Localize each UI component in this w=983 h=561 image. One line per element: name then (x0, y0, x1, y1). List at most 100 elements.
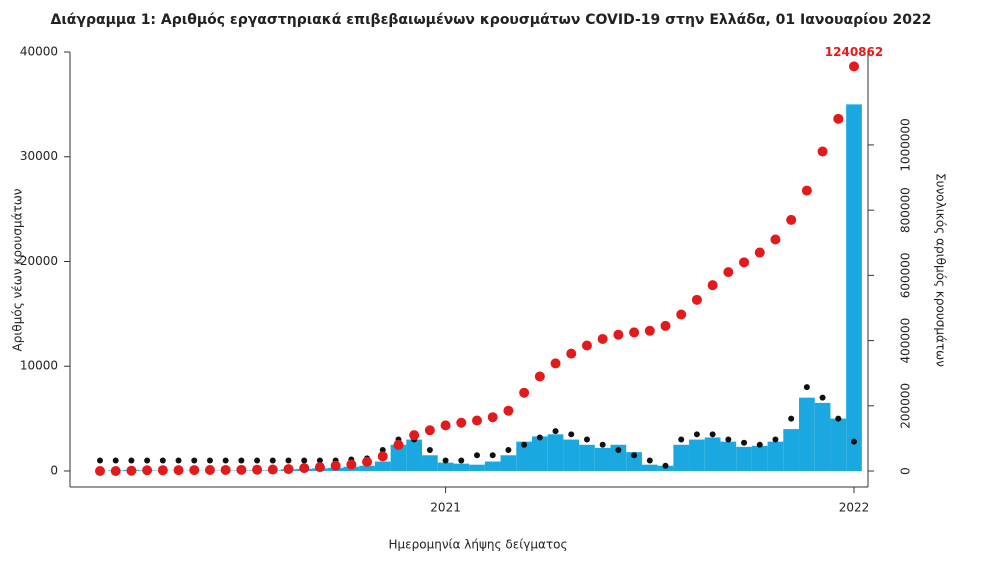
point (662, 462, 669, 469)
bar (374, 461, 391, 471)
point (521, 441, 528, 448)
cumulative-point (204, 465, 215, 476)
y-axis-label: Αριθμός νέων κρουσμάτων (11, 188, 25, 351)
data-label: 1240862 (825, 45, 883, 59)
y-tick-label: 0 (50, 463, 58, 477)
y-tick-label: 10000 (20, 359, 58, 373)
y2-axis-label: Συνολικός αριθμός κρουσμάτων (934, 173, 948, 367)
bar (689, 439, 705, 471)
point (725, 436, 732, 443)
cumulative-point (660, 320, 671, 331)
point (678, 436, 685, 443)
cumulative-point (314, 462, 325, 473)
y-tick-label: 20000 (20, 254, 58, 268)
point (301, 457, 308, 464)
point (442, 457, 449, 464)
bar (390, 444, 407, 471)
bar (406, 439, 423, 471)
point (803, 384, 810, 391)
cumulative-point (817, 146, 828, 157)
bar (500, 455, 517, 471)
bar (453, 463, 470, 471)
point (474, 452, 480, 459)
cumulative-point (299, 463, 310, 474)
cumulative-point (707, 280, 718, 291)
cumulative-point (629, 327, 640, 338)
point (159, 457, 166, 464)
cumulative-point (786, 214, 797, 225)
cumulative-point (283, 464, 294, 475)
cumulative-point (581, 340, 592, 351)
point (741, 439, 748, 446)
point (835, 415, 842, 422)
bar (484, 461, 501, 471)
point (269, 457, 276, 464)
cumulative-point (126, 465, 137, 476)
y-tick-label: 40000 (20, 45, 58, 59)
cumulative-point (142, 465, 153, 476)
cumulative-point (424, 425, 435, 436)
point (222, 457, 229, 464)
bar (767, 441, 784, 471)
point (316, 457, 323, 464)
cumulative-point (691, 294, 702, 305)
y2-tick-label: 1000000 (899, 118, 913, 171)
y2-tick-label: 0 (899, 467, 913, 475)
bar (751, 445, 768, 471)
y2-tick-label: 600000 (899, 252, 913, 298)
bar (594, 447, 611, 471)
y2-tick-label: 800000 (899, 187, 913, 233)
point (426, 447, 433, 454)
cumulative-point (110, 465, 121, 476)
cumulative-point (236, 464, 247, 475)
cumulative-point (849, 61, 859, 72)
cumulative-point (409, 430, 420, 441)
point (128, 457, 135, 464)
x-axis-label: Ημερομηνία λήψης δείγματος (388, 538, 567, 552)
cumulative-point (801, 185, 812, 196)
cumulative-point (362, 456, 373, 467)
bar (531, 436, 548, 471)
point (646, 457, 653, 464)
point (772, 436, 779, 443)
point (379, 447, 386, 454)
bar (673, 444, 690, 471)
point (536, 434, 543, 441)
y2-tick-label: 200000 (899, 383, 913, 429)
cumulative-point (157, 465, 168, 476)
bar (516, 441, 532, 471)
bar (437, 462, 454, 471)
cumulative-point (189, 465, 200, 476)
point (788, 415, 795, 422)
bar (547, 434, 564, 471)
point (756, 441, 763, 448)
bar (359, 465, 375, 471)
y-tick-label: 30000 (20, 149, 58, 163)
cumulative-point (346, 459, 357, 470)
cumulative-point (377, 451, 388, 462)
point (552, 428, 559, 435)
cumulative-point (754, 247, 765, 258)
cumulative-point (95, 466, 105, 477)
cumulative-point (723, 267, 734, 278)
cumulative-point (534, 371, 545, 382)
bar (783, 429, 800, 471)
cumulative-point (613, 329, 624, 340)
point (819, 394, 826, 401)
cumulative-point (267, 464, 278, 475)
point (254, 457, 261, 464)
bar (736, 446, 752, 471)
cumulative-point (597, 333, 608, 344)
cumulative-point (739, 257, 750, 268)
point (631, 452, 638, 459)
cumulative-point (644, 325, 655, 336)
cumulative-point (456, 417, 467, 428)
point (112, 457, 119, 464)
cumulative-point (566, 348, 577, 359)
point (144, 457, 151, 464)
cumulative-point (770, 234, 781, 245)
bar (422, 455, 438, 471)
bar (626, 452, 642, 471)
bar (814, 402, 831, 471)
